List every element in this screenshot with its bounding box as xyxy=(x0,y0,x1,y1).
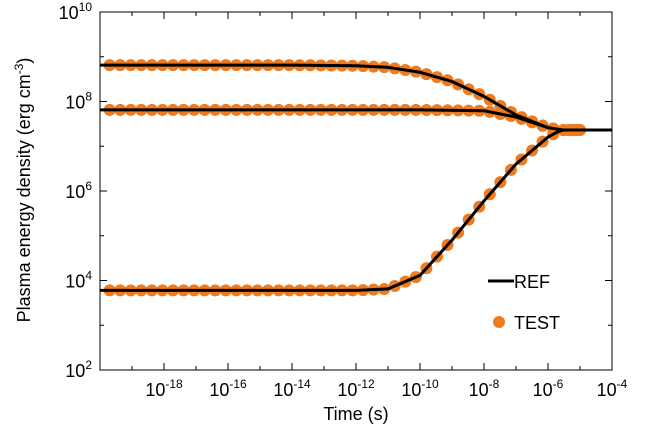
y-axis-label-sup: -3 xyxy=(12,63,26,74)
y-axis-label: Plasma energy density (erg cm-3) xyxy=(12,58,34,323)
ticks: 10-18 10-16 10-14 10-12 10-10 10-8 10-6 10-4 102… xyxy=(59,0,628,400)
y-axis-label-main: Plasma energy density (erg cm xyxy=(14,74,34,322)
x-tick-label: 10-16 xyxy=(209,377,247,400)
y-tick-label: 106 xyxy=(65,179,92,202)
x-tick-label: 10-6 xyxy=(533,377,564,400)
x-tick-label: 10-4 xyxy=(597,377,628,400)
legend-test-swatch xyxy=(493,316,505,328)
y-tick-label: 104 xyxy=(65,269,92,292)
ref-line xyxy=(100,128,612,292)
ref-line xyxy=(100,108,612,132)
x-axis-label: Time (s) xyxy=(323,404,388,424)
x-tick-label: 10-10 xyxy=(401,377,439,400)
legend: REF TEST xyxy=(488,272,560,333)
y-tick-label: 1010 xyxy=(59,0,93,23)
x-tick-label: 10-8 xyxy=(469,377,500,400)
x-tick-label: 10-12 xyxy=(337,377,375,400)
legend-ref-label: REF xyxy=(514,272,550,292)
legend-test-label: TEST xyxy=(514,313,560,333)
y-axis-label-close: ) xyxy=(14,58,34,64)
y-tick-label: 102 xyxy=(65,358,92,381)
y-tick-label: 108 xyxy=(65,90,92,113)
x-tick-label: 10-18 xyxy=(145,377,183,400)
x-tick-label: 10-14 xyxy=(273,377,311,400)
plot-area xyxy=(100,59,612,297)
